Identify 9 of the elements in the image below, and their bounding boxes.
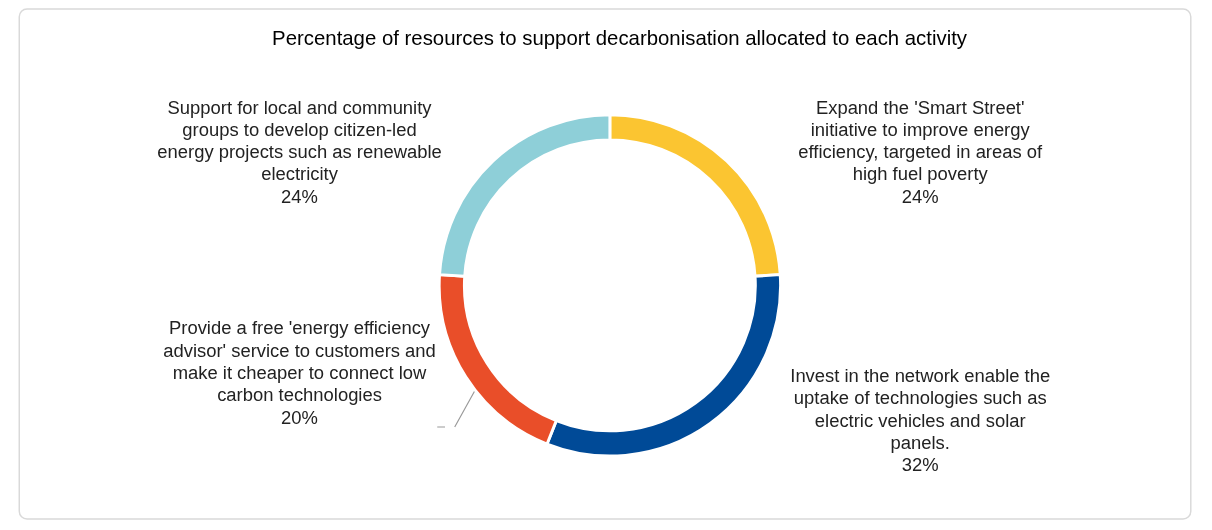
slice-label: Expand the 'Smart Street' initiative to improve energy efficiency, targeted in areas of high fuel poverty (798, 96, 1044, 185)
slice-label: Support for local and community groups to develop citizen-led energy projects such as renewable electricity (157, 96, 442, 185)
chart-title: Percentage of resources to support decarbonisation allocated to each activity (272, 26, 968, 49)
data-label: 20% (281, 406, 318, 428)
data-label: 24% (281, 185, 318, 207)
data-label: 24% (901, 185, 939, 207)
data-label: 32% (901, 454, 939, 476)
slice-label: Invest in the network enable the uptake of technologies such as electric vehicles and solar panels. (790, 364, 1051, 453)
slice-label: Provide a free 'energy efficiency advisor' service to customers and make it cheaper to connect low carbon technologies (163, 317, 436, 406)
